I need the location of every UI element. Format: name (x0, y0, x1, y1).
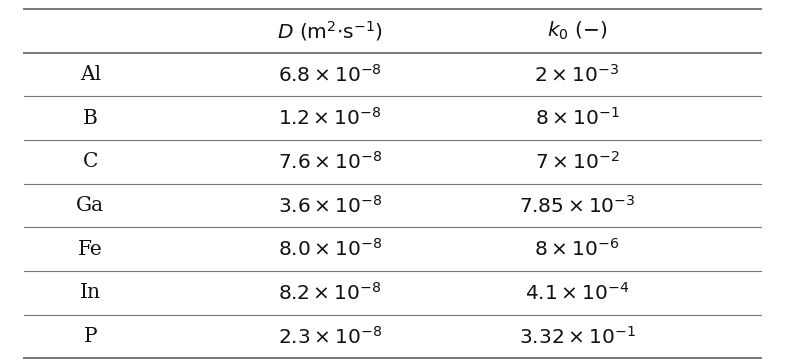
Text: $2.3 \times 10^{-8}$: $2.3 \times 10^{-8}$ (278, 325, 382, 347)
Text: Ga: Ga (76, 196, 104, 215)
Text: $2 \times 10^{-3}$: $2 \times 10^{-3}$ (535, 63, 619, 85)
Text: $3.6 \times 10^{-8}$: $3.6 \times 10^{-8}$ (278, 194, 382, 216)
Text: $k_0\ (-)$: $k_0\ (-)$ (546, 20, 608, 42)
Text: $7 \times 10^{-2}$: $7 \times 10^{-2}$ (535, 151, 619, 173)
Text: $7.6 \times 10^{-8}$: $7.6 \times 10^{-8}$ (278, 151, 382, 173)
Text: Fe: Fe (78, 239, 103, 258)
Text: $8 \times 10^{-6}$: $8 \times 10^{-6}$ (535, 238, 619, 260)
Text: $8.2 \times 10^{-8}$: $8.2 \times 10^{-8}$ (278, 282, 382, 304)
Text: $8 \times 10^{-1}$: $8 \times 10^{-1}$ (535, 107, 619, 129)
Text: $3.32 \times 10^{-1}$: $3.32 \times 10^{-1}$ (519, 325, 635, 347)
Text: $1.2 \times 10^{-8}$: $1.2 \times 10^{-8}$ (278, 107, 382, 129)
Text: B: B (83, 109, 97, 128)
Text: $4.1 \times 10^{-4}$: $4.1 \times 10^{-4}$ (524, 282, 630, 304)
Text: $6.8 \times 10^{-8}$: $6.8 \times 10^{-8}$ (278, 63, 382, 85)
Text: $7.85 \times 10^{-3}$: $7.85 \times 10^{-3}$ (519, 194, 635, 216)
Text: $8.0 \times 10^{-8}$: $8.0 \times 10^{-8}$ (278, 238, 382, 260)
Text: Al: Al (80, 65, 100, 84)
Text: C: C (82, 152, 98, 171)
Text: In: In (80, 283, 100, 302)
Text: P: P (83, 327, 97, 346)
Text: $D\ (\mathrm{m}^2{\cdot}\mathrm{s}^{-1})$: $D\ (\mathrm{m}^2{\cdot}\mathrm{s}^{-1})… (277, 19, 382, 43)
